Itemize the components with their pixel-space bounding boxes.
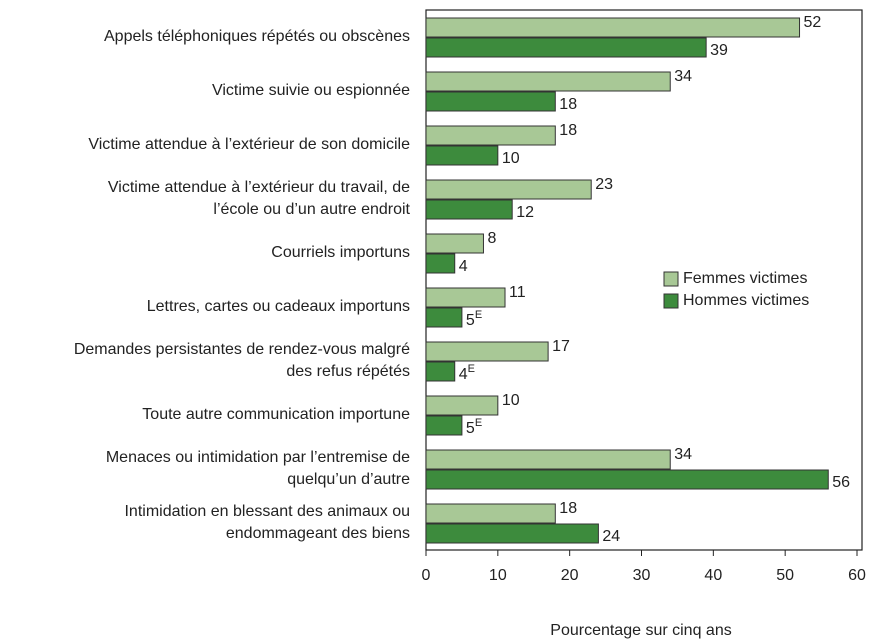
legend-label: Femmes victimes [683,270,807,287]
value-label: 18 [559,96,577,113]
bar [425,469,829,490]
value-label: 34 [674,68,692,85]
value-label: 56 [832,474,850,491]
value-label: 5E [466,417,482,437]
value-label: 23 [595,176,613,193]
value-label: 52 [804,14,822,31]
plot-frame [425,9,863,551]
y-tick-label: Demandes persistantes de rendez-vous mal… [74,341,410,380]
value-label: 5E [466,309,482,329]
bar [425,37,707,58]
y-tick-label: Victime attendue à l’extérieur de son do… [88,136,410,153]
bar [425,179,592,200]
value-label: 10 [502,392,520,409]
x-tick-label: 60 [848,567,866,584]
x-tick-label: 40 [704,567,722,584]
legend-swatch [663,293,679,309]
bar [425,395,499,416]
value-label: 4E [459,363,475,383]
y-tick-label: Lettres, cartes ou cadeaux importuns [147,298,410,315]
value-label: 34 [674,446,692,463]
y-tick-label: Victime attendue à l’extérieur du travai… [108,179,411,218]
bar [425,341,549,362]
value-label: 11 [509,284,526,301]
value-label: 8 [487,230,496,247]
x-axis-title: Pourcentage sur cinq ans [550,622,731,639]
value-label: 18 [559,122,577,139]
x-tick-label: 10 [489,567,507,584]
legend-label: Hommes victimes [683,292,809,309]
x-tick-label: 30 [633,567,651,584]
y-tick-label: Appels téléphoniques répétés ou obscènes [104,28,410,45]
bar [425,145,499,166]
value-label: 18 [559,500,577,517]
bar [425,307,463,328]
x-tick-label: 50 [776,567,794,584]
y-tick-label: Courriels importuns [271,244,410,261]
bar [425,17,801,38]
bar [425,91,556,112]
value-label: 17 [552,338,570,355]
bar [425,287,506,308]
value-label: 24 [602,528,620,545]
x-tick-label: 20 [561,567,579,584]
x-tick-label: 0 [422,567,431,584]
y-tick-label: Menaces ou intimidation par l’entremise … [106,449,410,488]
bar [425,71,671,92]
legend-swatch [663,271,679,287]
bar [425,449,671,470]
value-label: 4 [459,258,468,275]
bar [425,361,456,382]
bar [425,523,599,544]
bar [425,125,556,146]
y-tick-label: Victime suivie ou espionnée [212,82,410,99]
bar [425,199,513,220]
y-tick-label: Intimidation en blessant des animaux ou e… [124,503,410,542]
bar [425,503,556,524]
y-tick-label: Toute autre communication importune [142,406,410,423]
value-label: 12 [516,204,534,221]
bar [425,253,456,274]
value-label: 39 [710,42,728,59]
value-label: 10 [502,150,520,167]
bar [425,415,463,436]
bar [425,233,484,254]
